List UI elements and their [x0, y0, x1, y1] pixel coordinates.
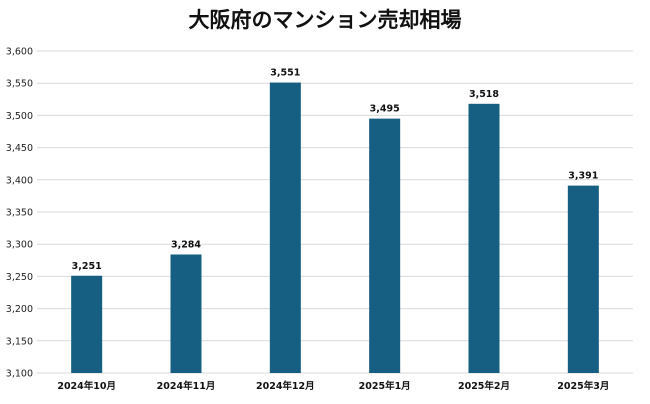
y-tick-label: 3,350	[6, 208, 33, 219]
bar	[468, 103, 500, 374]
bars	[71, 82, 599, 374]
data-label: 3,551	[270, 68, 300, 79]
bar	[369, 118, 401, 374]
x-tick-label: 2025年1月	[359, 380, 411, 392]
data-label: 3,518	[469, 89, 499, 100]
x-tick-label: 2025年2月	[458, 380, 510, 392]
data-labels: 3,251 3,284 3,551 3,495 3,518 3,391	[72, 68, 599, 272]
data-label: 3,391	[568, 171, 598, 182]
bar	[269, 82, 301, 373]
y-tick-label: 3,250	[6, 272, 33, 283]
y-tick-label: 3,550	[6, 79, 33, 90]
y-tick-label: 3,300	[6, 240, 33, 251]
x-tick-label: 2024年12月	[256, 380, 315, 392]
x-tick-label: 2024年10月	[57, 380, 116, 392]
data-label: 3,284	[171, 240, 201, 251]
data-label: 3,251	[72, 261, 102, 272]
y-tick-label: 3,100	[6, 369, 33, 380]
x-tick-label: 2024年11月	[157, 380, 216, 392]
x-tick-label: 2025年3月	[557, 380, 609, 392]
y-tick-label: 3,200	[6, 304, 33, 315]
y-axis-ticks: 3,100 3,150 3,200 3,250 3,300 3,350 3,400 3,450…	[6, 47, 33, 380]
y-tick-label: 3,500	[6, 111, 33, 122]
y-tick-label: 3,600	[6, 47, 33, 58]
y-tick-label: 3,450	[6, 143, 33, 154]
y-tick-label: 3,150	[6, 336, 33, 347]
y-tick-label: 3,400	[6, 175, 33, 186]
x-axis-ticks: 2024年10月 2024年11月 2024年12月 2025年1月 2025年2月 20…	[57, 380, 609, 392]
data-label: 3,495	[370, 104, 400, 115]
bar	[170, 254, 202, 373]
bar	[567, 185, 599, 373]
chart-title: 大阪府のマンション売却相場	[189, 8, 462, 32]
gridlines	[37, 50, 633, 374]
bar	[71, 275, 103, 373]
